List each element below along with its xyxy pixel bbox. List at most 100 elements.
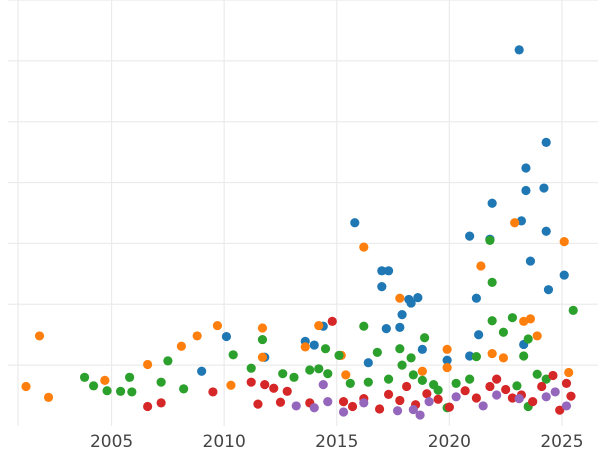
data-point xyxy=(395,322,405,333)
data-point xyxy=(478,401,488,411)
data-point xyxy=(487,277,497,287)
data-point xyxy=(395,395,405,406)
data-point xyxy=(289,372,299,382)
data-point xyxy=(381,324,391,334)
data-point xyxy=(521,163,531,173)
data-point xyxy=(422,389,432,399)
data-point xyxy=(309,340,319,350)
data-point xyxy=(334,350,344,361)
data-point xyxy=(383,266,394,276)
data-point xyxy=(291,401,301,411)
data-point xyxy=(433,385,443,395)
series-points xyxy=(197,45,569,376)
data-point xyxy=(197,366,207,376)
data-point xyxy=(309,403,319,413)
data-point xyxy=(507,313,518,323)
data-point xyxy=(246,377,256,387)
data-point xyxy=(485,381,495,392)
data-point xyxy=(395,344,405,354)
data-point xyxy=(338,407,349,417)
data-point xyxy=(383,389,394,399)
data-point xyxy=(156,398,166,408)
data-point xyxy=(208,387,218,397)
data-point xyxy=(492,390,502,400)
data-point xyxy=(127,387,137,397)
data-point xyxy=(278,369,288,379)
data-point xyxy=(395,293,405,303)
data-point xyxy=(471,352,481,362)
data-point xyxy=(424,397,434,407)
data-point xyxy=(253,399,263,409)
data-point xyxy=(442,355,452,365)
data-point xyxy=(282,386,292,396)
data-point xyxy=(474,330,484,340)
data-point xyxy=(257,352,268,362)
data-point xyxy=(374,404,385,414)
data-point xyxy=(226,380,236,390)
data-point xyxy=(323,369,333,379)
series-points xyxy=(21,218,574,402)
data-point xyxy=(415,410,425,420)
data-point xyxy=(541,226,551,236)
x-axis-tick-labels: 2005 2010 2015 2020 2025 xyxy=(90,432,584,450)
data-point xyxy=(417,344,427,354)
data-point xyxy=(228,350,238,360)
data-point xyxy=(514,45,524,55)
data-point xyxy=(539,183,549,193)
x-tick-label: 2010 xyxy=(203,432,246,450)
data-point xyxy=(523,334,533,344)
data-point xyxy=(359,398,369,408)
data-point xyxy=(156,377,166,387)
data-point xyxy=(559,270,569,280)
data-point xyxy=(564,367,574,378)
data-point xyxy=(408,404,418,415)
series-points xyxy=(79,235,578,413)
data-point xyxy=(314,364,324,374)
data-point xyxy=(471,293,481,303)
data-point xyxy=(363,358,373,368)
data-point xyxy=(383,374,394,384)
data-point xyxy=(406,298,416,308)
data-point xyxy=(417,375,427,385)
data-point xyxy=(300,342,310,352)
data-point xyxy=(363,377,373,387)
data-point xyxy=(43,392,54,402)
data-point xyxy=(433,394,443,404)
data-point xyxy=(318,380,328,390)
data-point xyxy=(543,285,554,295)
data-point xyxy=(501,384,511,395)
data-point xyxy=(541,392,551,402)
gridlines xyxy=(8,0,598,426)
data-point xyxy=(537,381,547,392)
data-point xyxy=(377,282,387,292)
data-point xyxy=(561,378,572,388)
x-tick-label: 2025 xyxy=(540,432,583,450)
data-point xyxy=(79,372,90,382)
data-point xyxy=(548,370,558,381)
data-point xyxy=(392,406,403,416)
data-point xyxy=(532,369,542,379)
data-point xyxy=(451,378,461,388)
data-point xyxy=(525,256,536,266)
data-point xyxy=(246,363,256,373)
data-point xyxy=(359,242,369,252)
data-point xyxy=(102,386,112,396)
data-point xyxy=(408,370,418,380)
data-point xyxy=(487,198,497,208)
data-point xyxy=(550,387,560,397)
x-tick-label: 2005 xyxy=(90,432,133,450)
data-point xyxy=(269,383,279,393)
data-point xyxy=(492,374,502,384)
data-point xyxy=(476,261,486,271)
data-point xyxy=(541,374,551,384)
data-point xyxy=(221,331,232,342)
data-point xyxy=(555,405,565,415)
data-point xyxy=(465,231,475,241)
data-point xyxy=(471,393,481,403)
data-point xyxy=(212,320,223,331)
series-points xyxy=(143,316,576,415)
data-point xyxy=(498,353,509,363)
data-point xyxy=(163,356,173,366)
